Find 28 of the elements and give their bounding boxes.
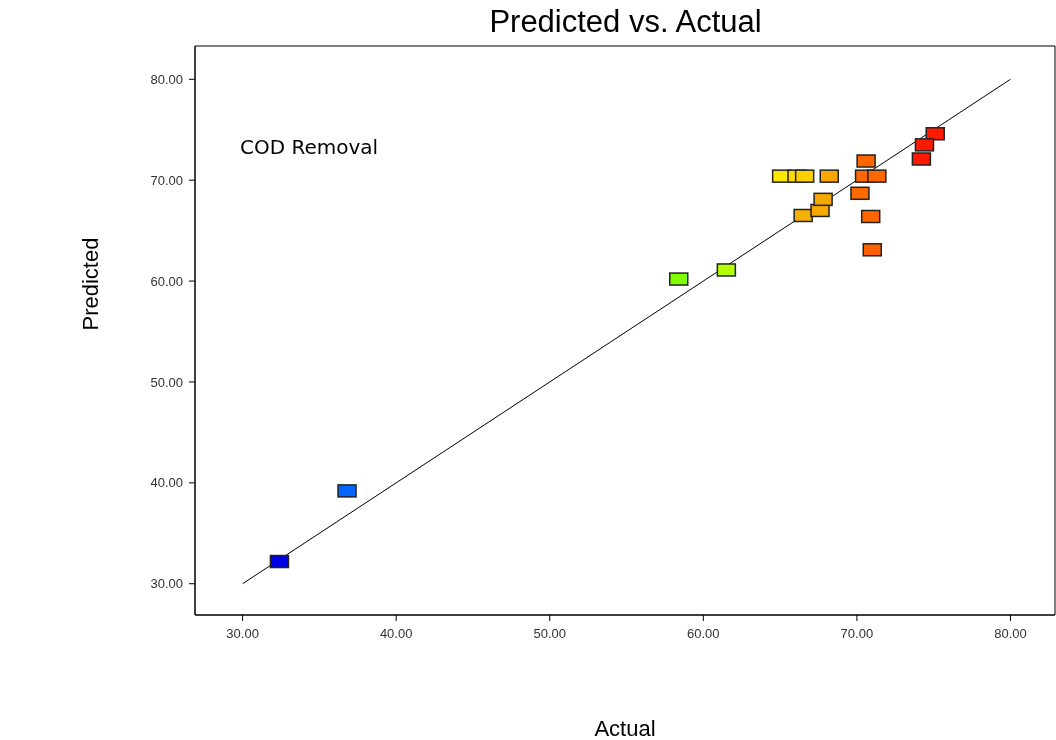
x-tick-label: 60.00 (687, 626, 720, 642)
x-tick-label: 50.00 (533, 626, 567, 642)
point (793, 208, 813, 223)
annotation: COD Removal (240, 135, 379, 159)
y-tick-label: 60.00 (150, 273, 183, 289)
y-tick-label: 40.00 (150, 475, 183, 491)
y-tick-label: 30.00 (150, 576, 183, 592)
y-tick-label: 50.00 (150, 374, 183, 390)
point (669, 272, 689, 286)
x-axis-title: Actual (594, 716, 656, 740)
y-tick-label: 70.00 (150, 172, 183, 188)
point (813, 192, 833, 207)
point (819, 169, 839, 183)
point (867, 169, 887, 183)
x-tick-label: 40.00 (379, 626, 413, 642)
point (337, 484, 357, 498)
point (925, 127, 945, 141)
y-axis-title: Predicted (77, 237, 103, 331)
x-tick-label: 30.00 (226, 626, 259, 642)
point (856, 154, 876, 168)
chart-title: Predicted vs. Actual (488, 4, 763, 40)
point (860, 209, 881, 224)
point (862, 243, 882, 257)
x-tick-label: 80.00 (994, 626, 1027, 642)
point (850, 186, 870, 201)
point (269, 554, 290, 569)
y-tick-label: 80.00 (150, 71, 183, 87)
x-tick-label: 70.00 (840, 626, 874, 642)
